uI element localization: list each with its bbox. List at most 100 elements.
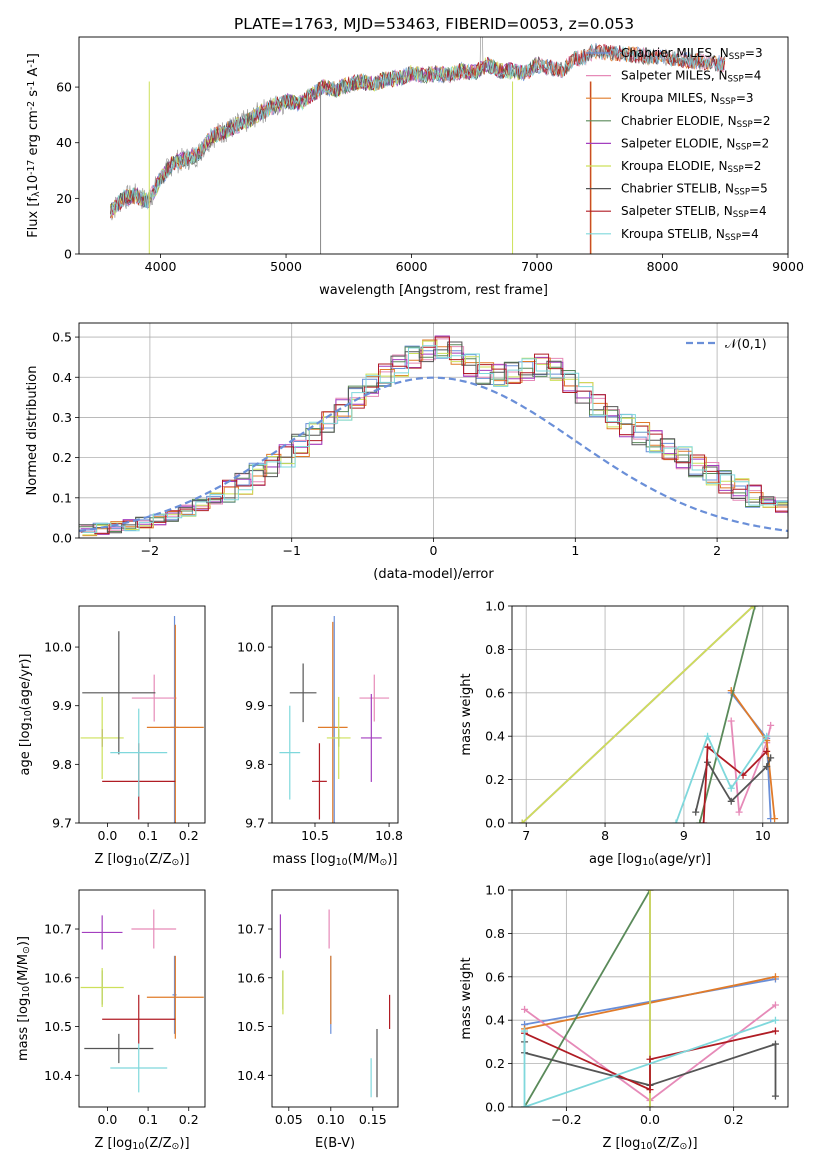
x-tick-label: 7	[522, 828, 530, 843]
point-chabrier_stelib	[289, 663, 317, 723]
x-tick-label: 0.15	[359, 1112, 387, 1127]
gaussian-curve	[79, 376, 788, 533]
weight-marker	[727, 797, 735, 805]
weight-marker	[763, 763, 771, 771]
plot-area	[79, 335, 788, 537]
x-tick-label: 4000	[145, 259, 177, 274]
x-tick-label: 9	[680, 828, 688, 843]
x-tick-label: 8000	[647, 259, 679, 274]
y-tick-label: 0.8	[485, 926, 505, 941]
point-kroupa_miles	[146, 624, 204, 823]
point-salpeter_miles	[131, 674, 177, 722]
x-axis-label: wavelength [Angstrom, rest frame]	[319, 283, 548, 298]
y-tick-label: 40	[56, 135, 72, 150]
weight-series-kroupa_stelib	[672, 732, 771, 823]
weight-marker	[771, 1016, 779, 1024]
x-axis-label: (data-model)/error	[373, 567, 494, 582]
x-axis-label: Z [log10(Z/Z⊙)]	[94, 1136, 189, 1152]
point-kroupa_elodie	[80, 968, 124, 1008]
axes-frame	[78, 605, 206, 824]
y-tick-label: 0.2	[485, 772, 505, 787]
y-axis-label: Flux [fλ10-17 erg cm-2 s-1 A-1]	[26, 53, 42, 238]
weight-marker	[672, 819, 680, 823]
weight-marker	[771, 815, 779, 823]
point-kroupa_elodie	[80, 696, 124, 780]
weight-line	[521, 606, 754, 823]
y-tick-label: 0.2	[485, 1056, 505, 1071]
figure-title: PLATE=1763, MJD=53463, FIBERID=0053, z=0…	[234, 15, 634, 33]
y-tick-label: 0.6	[485, 969, 505, 984]
weight-marker	[521, 1103, 529, 1107]
weight-marker	[735, 808, 743, 816]
y-tick-label: 9.8	[52, 757, 72, 772]
x-tick-label: 7000	[521, 259, 553, 274]
axes-frame	[78, 36, 789, 255]
panel-Z-age: 0.0 0.1 0.2 9.7 9.8 9.9 10.0 Z [log10(Z/Z⊙)] age…	[18, 605, 206, 868]
x-tick-label: 0.1	[138, 828, 158, 843]
x-tick-label: −0.2	[551, 1112, 581, 1127]
y-tick-label: 10.4	[237, 1068, 265, 1083]
x-axis-label: mass [log10(M/M⊙)]	[273, 852, 398, 868]
weight-marker	[771, 1027, 779, 1035]
weight-marker	[700, 819, 708, 823]
weight-line	[698, 606, 756, 823]
y-tick-label: 10.0	[237, 640, 265, 655]
y-tick-label: 0.4	[485, 729, 505, 744]
y-tick-label: 0.1	[52, 490, 72, 505]
plot-area	[279, 909, 391, 1098]
weight-marker	[704, 732, 712, 740]
x-tick-label: 10	[755, 828, 771, 843]
point-salpeter_stelib	[102, 994, 176, 1044]
x-tick-label: 0.10	[317, 1112, 345, 1127]
axes-frame	[271, 889, 399, 1108]
y-tick-label: 0.5	[52, 330, 72, 345]
y-tick-label: 9.8	[245, 757, 265, 772]
point-salpeter_miles	[131, 909, 177, 949]
x-tick-label: 6000	[396, 259, 428, 274]
weight-series-salpeter_stelib	[700, 743, 771, 823]
plot-area	[279, 615, 390, 823]
panel-mass-age: 10.5 10.8 9.7 9.8 9.9 10.0 mass [log10(M/M⊙)]	[237, 605, 403, 868]
point-kroupa_stelib	[110, 1043, 168, 1093]
legend-label: Chabrier ELODIE, NSSP=2	[621, 114, 770, 130]
x-tick-label: 0.2	[179, 1112, 199, 1127]
y-tick-label: 10.6	[44, 970, 72, 985]
x-tick-label: 0.2	[724, 1112, 744, 1127]
legend-label: Chabrier MILES, NSSP=3	[621, 46, 763, 62]
x-tick-label: 0.05	[275, 1112, 303, 1127]
x-tick-label: 10.5	[301, 828, 329, 843]
legend-label: Salpeter STELIB, NSSP=4	[621, 204, 767, 220]
weight-marker	[749, 606, 757, 610]
point-kroupa_miles	[146, 955, 204, 1039]
axes-frame	[78, 889, 206, 1108]
y-tick-label: 9.7	[245, 816, 265, 831]
weight-marker	[763, 732, 771, 740]
x-tick-label: 5000	[270, 259, 302, 274]
y-axis-label: Normed distribution	[25, 366, 40, 496]
weight-marker	[696, 819, 704, 823]
y-tick-label: 0.0	[485, 816, 505, 831]
x-tick-label: 0.0	[98, 828, 118, 843]
panel-residuals: −2 −1 0 1 2 0.0 0.1 0.2 0.3 0.4 0.5 (data-model)/er…	[25, 322, 789, 582]
legend-label: Kroupa STELIB, NSSP=4	[621, 227, 759, 243]
point-salpeter_elodie	[360, 693, 382, 782]
axes-frame	[271, 605, 399, 824]
y-tick-label: 20	[56, 191, 72, 206]
legend-label: Salpeter ELODIE, NSSP=2	[621, 136, 769, 152]
weight-marker	[646, 890, 654, 894]
x-tick-label: 1	[571, 543, 579, 558]
y-tick-label: 0.4	[52, 370, 72, 385]
weight-marker	[521, 1005, 529, 1013]
weight-marker	[692, 808, 700, 816]
point-kroupa_miles	[317, 621, 348, 823]
weight-marker	[727, 784, 735, 792]
x-axis-label: Z [log10(Z/Z⊙)]	[602, 1136, 697, 1152]
weight-line	[675, 733, 768, 823]
x-tick-label: 2	[713, 543, 721, 558]
y-tick-label: 60	[56, 80, 72, 95]
point-salpeter_stelib	[312, 743, 327, 820]
y-axis-label: mass weight	[459, 673, 474, 755]
weight-marker	[771, 1092, 779, 1100]
y-tick-label: 0.0	[485, 1100, 505, 1115]
